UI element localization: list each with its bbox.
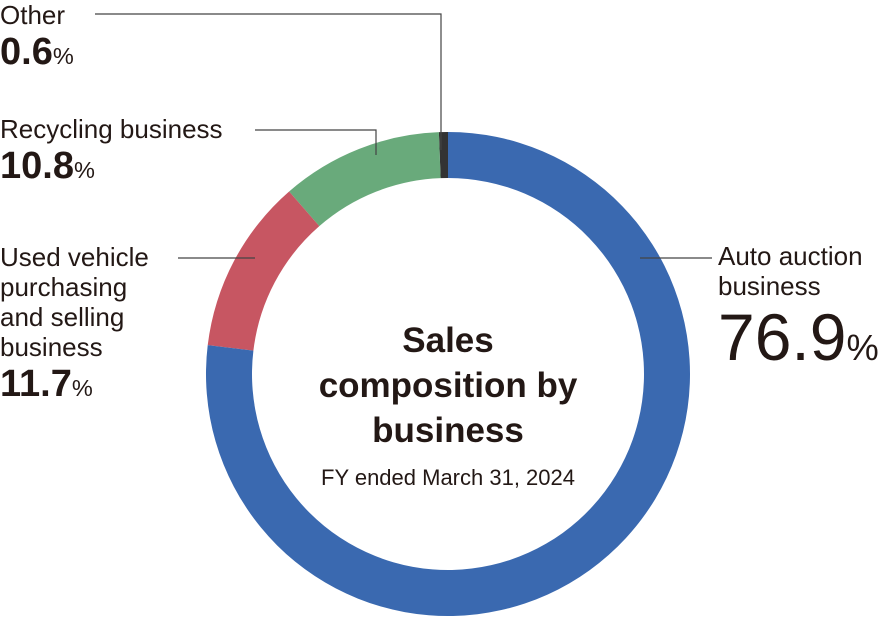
- category-label: Recycling business: [0, 114, 223, 144]
- value-part: %: [846, 327, 879, 368]
- segment-label: Recycling business 10.8%: [0, 114, 260, 192]
- leader-lines: [95, 13, 712, 259]
- value-part: 11.7: [0, 363, 72, 405]
- value-label: 10.8%: [0, 144, 260, 192]
- value-part: %: [71, 375, 93, 401]
- segment-label: Other 0.6%: [0, 0, 100, 78]
- segment-label: Auto auction business 76.9%: [718, 241, 896, 384]
- value-label: 11.7%: [0, 362, 172, 410]
- category-label: Auto auction business: [718, 241, 863, 301]
- value-part: 0.6: [0, 31, 53, 73]
- donut-segment: [289, 132, 441, 227]
- value-part: 10.8: [0, 145, 74, 187]
- value-part: %: [52, 43, 74, 69]
- value-part: %: [73, 157, 95, 183]
- value-label: 0.6%: [0, 30, 100, 78]
- segment-label: Used vehicle purchasing and selling busi…: [0, 242, 172, 410]
- donut-segment: [207, 191, 320, 351]
- value-part: 76.9: [718, 300, 847, 374]
- category-label: Other: [0, 0, 66, 30]
- center-text: Sales composition by business FY ended M…: [248, 318, 648, 491]
- leader-line: [95, 13, 442, 150]
- category-label: Used vehicle purchasing and selling busi…: [0, 242, 149, 362]
- chart-title: Sales composition by business: [318, 321, 578, 450]
- leader-line: [255, 129, 377, 155]
- value-label: 76.9%: [718, 301, 896, 384]
- chart-subtitle: FY ended March 31, 2024: [321, 465, 575, 490]
